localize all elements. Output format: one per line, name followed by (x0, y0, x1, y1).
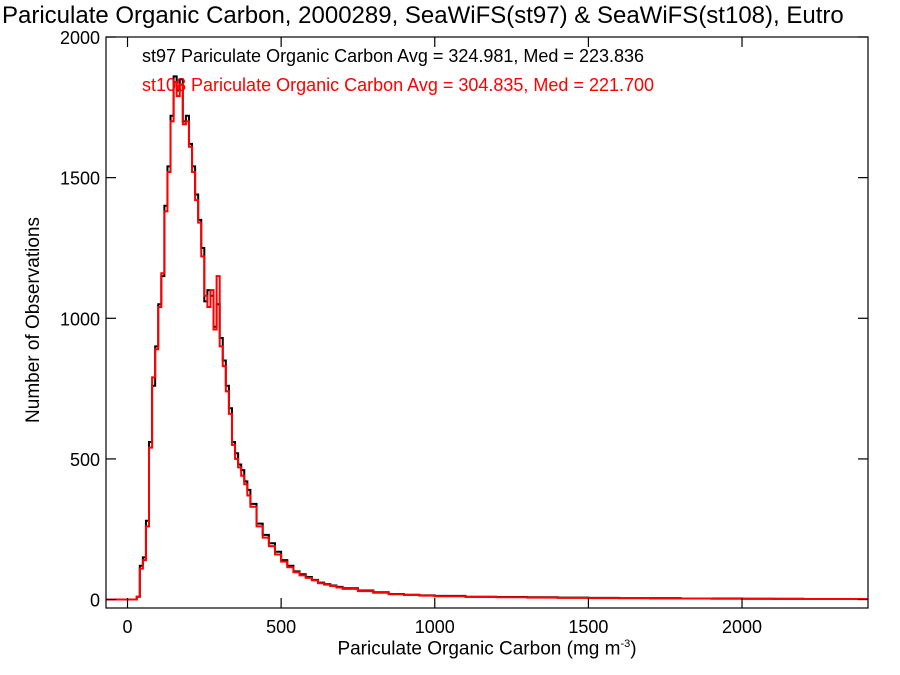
y-tick-label-1500: 1500 (60, 169, 100, 189)
x-tick-label-1000: 1000 (415, 617, 455, 637)
legend-entry-st97: st97 Pariculate Organic Carbon Avg = 324… (142, 46, 645, 66)
ticks-layer: 0 500 1000 1500 2000 0 500 1000 1500 2000 (60, 28, 868, 637)
plot-frame (105, 36, 869, 609)
y-tick-label-500: 500 (70, 450, 100, 470)
series-line-1 (106, 81, 868, 601)
x-axis-label: Pariculate Organic Carbon (mg m-3) (337, 638, 636, 660)
x-tick-label-500: 500 (266, 617, 296, 637)
series-layer (106, 75, 868, 601)
x-tick-label-2000: 2000 (722, 617, 762, 637)
x-tick-label-1500: 1500 (568, 617, 608, 637)
chart-title: Pariculate Organic Carbon, 2000289, SeaW… (2, 2, 844, 29)
x-axis-label-close: ) (630, 638, 637, 660)
x-axis-label-text: Pariculate Organic Carbon (mg m (337, 638, 621, 660)
y-tick-label-0: 0 (90, 591, 100, 611)
y-axis-label: Number of Observations (23, 217, 44, 423)
y-tick-label-1000: 1000 (60, 309, 100, 329)
x-tick-label-0: 0 (123, 617, 133, 637)
y-tick-label-2000: 2000 (60, 28, 100, 48)
legend-entry-st108: st108 Pariculate Organic Carbon Avg = 30… (142, 75, 655, 95)
x-axis-label-exponent: -3 (620, 638, 631, 650)
